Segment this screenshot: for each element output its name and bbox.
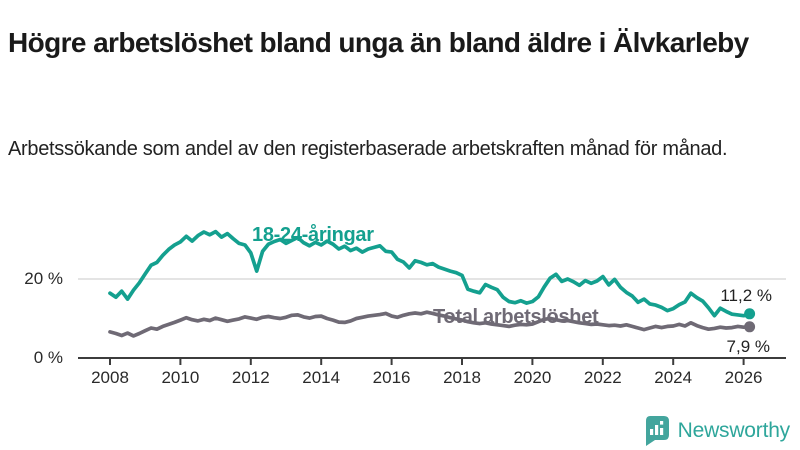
line-total: [108, 310, 752, 338]
x-tick-label: 2020: [513, 368, 552, 387]
end-dots: [744, 308, 756, 333]
end-dot-young: [744, 308, 756, 320]
x-tick-label: 2012: [231, 368, 270, 387]
brand-name: Newsworthy: [677, 419, 791, 442]
x-tick-label: 2014: [302, 368, 341, 387]
series-label-total: Total arbetslöshet: [433, 306, 599, 328]
brand-footer[interactable]: Newsworthy: [644, 415, 790, 447]
page-subtitle: Arbetssökande som andel av den registerb…: [8, 138, 728, 160]
x-tick-label: 2024: [654, 368, 693, 387]
y-tick-label-20: 20 %: [24, 269, 63, 288]
x-tick-label: 2016: [372, 368, 411, 387]
x-tick-label: 2010: [161, 368, 200, 387]
data-lines: [108, 229, 752, 338]
x-axis-ticks: [109, 358, 745, 365]
x-tick-label: 2008: [91, 368, 129, 387]
series-label-young: 18-24-åringar: [252, 224, 374, 246]
x-tick-label: 2026: [724, 368, 763, 387]
end-value-young: 11,2 %: [720, 286, 772, 305]
y-tick-label-0: 0 %: [33, 348, 63, 367]
line-young: [108, 229, 752, 318]
end-value-total: 7,9 %: [726, 337, 770, 356]
x-tick-label: 2022: [583, 368, 622, 387]
x-tick-label: 2018: [443, 368, 481, 387]
end-dot-total: [744, 321, 756, 333]
page-title: Högre arbetslöshet bland unga än bland ä…: [8, 26, 749, 58]
newsworthy-logo-icon: [645, 415, 669, 446]
